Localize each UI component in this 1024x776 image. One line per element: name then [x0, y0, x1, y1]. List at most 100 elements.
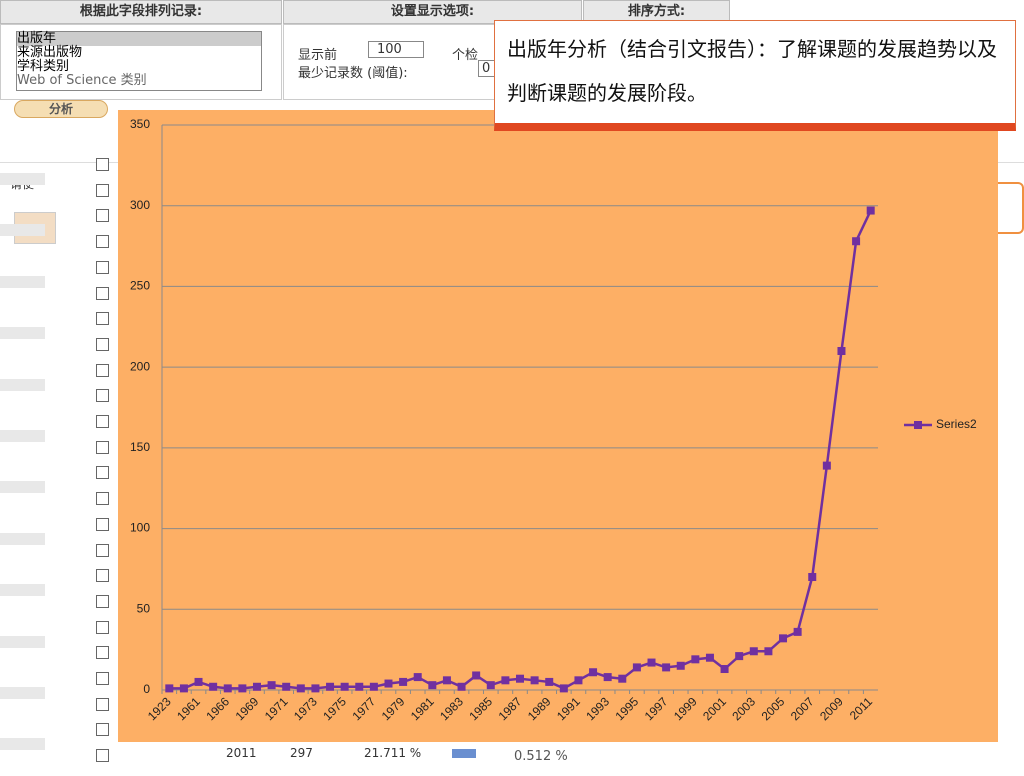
checkbox[interactable] — [96, 286, 109, 300]
point-marker — [340, 682, 349, 691]
row-stripe — [0, 301, 45, 314]
point-marker — [194, 677, 203, 686]
list-item[interactable]: Web of Science 类别 — [17, 73, 147, 88]
chart-area — [118, 110, 998, 742]
checkbox[interactable] — [96, 594, 109, 608]
point-marker — [837, 347, 846, 355]
row-stripe — [0, 661, 45, 674]
analyze-button[interactable]: 分析 — [14, 100, 108, 118]
point-marker — [720, 665, 729, 674]
y-tick-label: 150 — [130, 440, 150, 454]
point-marker — [252, 682, 261, 691]
point-marker — [574, 676, 583, 685]
row-stripe — [0, 687, 45, 699]
checkbox[interactable] — [96, 337, 109, 351]
checkbox[interactable] — [96, 235, 109, 249]
row-stripe — [0, 430, 45, 442]
checkbox[interactable] — [96, 723, 109, 737]
row-stripe — [0, 712, 45, 725]
checkbox[interactable] — [96, 466, 109, 480]
checkbox[interactable] — [96, 183, 109, 197]
point-marker — [545, 677, 554, 686]
row-stripe — [0, 532, 45, 545]
checkbox[interactable] — [96, 543, 109, 557]
frame — [996, 182, 1024, 234]
checkbox[interactable] — [96, 620, 109, 634]
select[interactable]: 100 — [368, 41, 424, 58]
checkbox[interactable] — [96, 260, 109, 274]
list-item[interactable]: 学科类别 — [17, 59, 70, 74]
listbox[interactable]: 出版年 来源出版物 学科类别 Web of Science 类别 — [16, 31, 262, 91]
checkbox[interactable] — [96, 312, 109, 326]
y-tick-label: 50 — [137, 601, 151, 615]
y-tick-label: 300 — [130, 198, 150, 212]
row-stripe — [0, 327, 45, 340]
checkbox[interactable] — [96, 672, 109, 685]
point-marker — [179, 684, 188, 693]
list-item[interactable]: 出版年 — [17, 32, 261, 46]
point-marker — [589, 668, 598, 677]
y-tick-label: 200 — [130, 359, 150, 373]
checkbox[interactable] — [96, 646, 109, 660]
point-marker — [676, 661, 685, 670]
point-marker — [618, 674, 627, 683]
point-marker — [779, 634, 788, 643]
point-marker — [296, 684, 305, 693]
point-marker — [238, 684, 247, 693]
point-marker — [691, 655, 700, 664]
cell: 0.512 % — [514, 749, 568, 764]
row-stripe — [0, 224, 45, 237]
row-stripe — [0, 378, 45, 391]
row-stripe — [0, 250, 45, 263]
point-marker — [501, 676, 510, 685]
point-marker — [793, 627, 802, 636]
label: 个检 — [452, 48, 479, 63]
point-marker — [267, 681, 276, 690]
point-marker — [355, 682, 364, 691]
checkbox[interactable] — [96, 415, 109, 428]
row-stripe — [0, 584, 45, 597]
point-marker — [384, 679, 393, 688]
list-item[interactable]: 来源出版物 — [17, 45, 83, 60]
cell: 2011 — [226, 746, 257, 760]
point-marker — [632, 663, 641, 672]
row-stripe — [0, 481, 45, 494]
point-marker — [413, 673, 422, 682]
point-marker — [457, 682, 466, 691]
point-marker — [209, 682, 218, 691]
row-stripe — [0, 609, 45, 622]
checkbox[interactable] — [96, 363, 109, 377]
checkbox[interactable] — [96, 158, 109, 171]
point-marker — [442, 676, 451, 685]
row-stripe — [0, 507, 45, 520]
row-stripe — [0, 404, 45, 417]
checkbox[interactable] — [96, 209, 109, 223]
point-marker — [603, 673, 612, 682]
point-marker — [165, 684, 174, 693]
row-stripe — [0, 275, 45, 288]
point-marker — [282, 682, 291, 691]
bar — [452, 749, 476, 758]
row-stripe — [0, 455, 45, 468]
checkbox[interactable] — [96, 389, 109, 403]
row-stripe — [0, 764, 45, 776]
checkbox[interactable] — [96, 569, 109, 583]
row-stripe — [0, 635, 45, 648]
point-marker — [764, 647, 773, 656]
point-marker — [808, 573, 817, 581]
point-marker — [399, 677, 408, 686]
legend-marker — [914, 421, 922, 429]
point-marker — [822, 461, 831, 470]
point-marker — [311, 684, 320, 693]
point-marker — [866, 206, 875, 215]
checkbox[interactable] — [96, 492, 109, 506]
checkbox[interactable] — [96, 697, 109, 711]
point-marker — [486, 681, 495, 690]
y-tick-label: 100 — [130, 521, 150, 535]
checkbox[interactable] — [96, 440, 109, 454]
checkbox[interactable] — [96, 749, 109, 763]
checkbox[interactable] — [96, 517, 109, 531]
cell: 21.711 % — [364, 746, 422, 760]
column-header: 设置显示选项: — [283, 0, 582, 24]
